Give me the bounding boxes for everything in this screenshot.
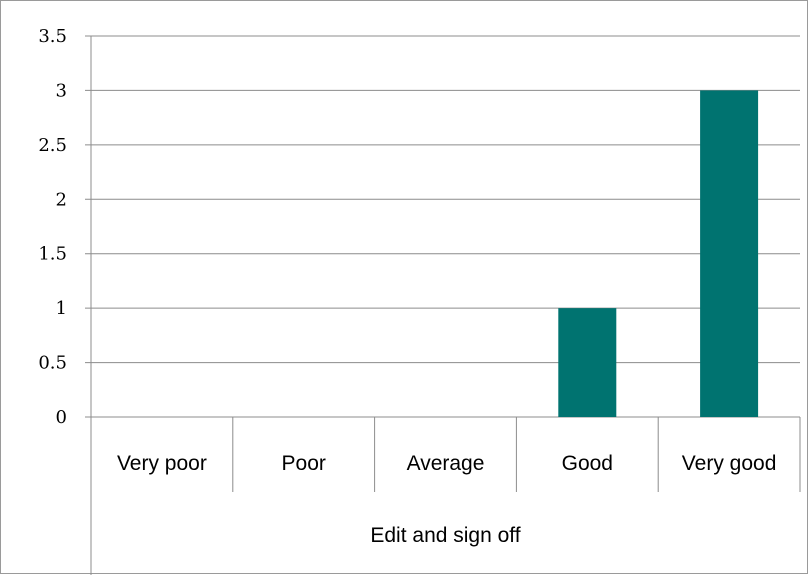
tick-labels: 0 0.5 1 1.5 2 2.5 3 3.5 Very poor Poor Average Good… bbox=[38, 26, 776, 475]
y-tick-label: 2.5 bbox=[38, 135, 67, 156]
gridlines bbox=[85, 35, 800, 418]
x-tick-label: Poor bbox=[282, 452, 326, 475]
y-tick-label: 1.5 bbox=[38, 244, 67, 265]
y-tick-label: 0 bbox=[56, 407, 67, 428]
axes bbox=[90, 36, 801, 575]
x-tick-label: Good bbox=[562, 452, 613, 475]
bar bbox=[700, 90, 759, 417]
y-tick-label: 3.5 bbox=[38, 26, 67, 47]
y-tick-label: 3 bbox=[56, 80, 67, 101]
x-tick-label: Very good bbox=[682, 452, 777, 475]
x-tick-label: Very poor bbox=[117, 452, 207, 475]
y-tick-label: 2 bbox=[56, 189, 67, 210]
y-tick-label: 0.5 bbox=[38, 353, 67, 374]
x-tick-label: Average bbox=[407, 452, 485, 475]
bar bbox=[558, 308, 617, 417]
y-tick-label: 1 bbox=[56, 298, 67, 319]
bars bbox=[558, 90, 759, 417]
x-axis-group-label: Edit and sign off bbox=[370, 524, 520, 547]
